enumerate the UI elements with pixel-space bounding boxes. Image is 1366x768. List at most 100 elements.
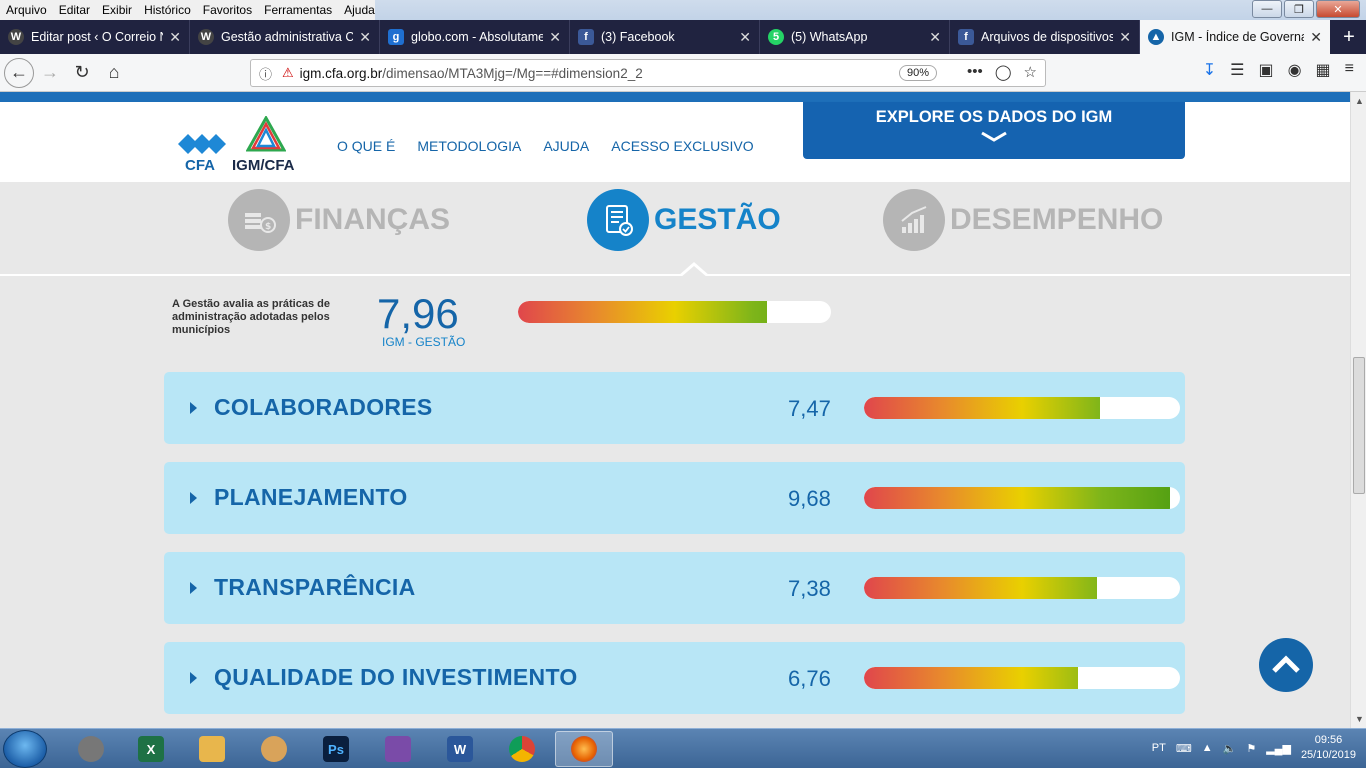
taskbar-movie-maker[interactable] (369, 731, 427, 767)
network-signal-icon[interactable]: ▂▄▆ (1266, 742, 1291, 755)
volume-icon[interactable]: 🔈 (1222, 742, 1237, 755)
home-button[interactable]: ⌂ (108, 62, 120, 82)
close-tab-icon[interactable]: ✕ (929, 28, 941, 45)
taskbar-explorer[interactable] (183, 731, 241, 767)
download-icon[interactable]: ↧ (1202, 62, 1217, 79)
close-tab-icon[interactable]: ✕ (739, 28, 751, 45)
dimension-desempenho[interactable]: DESEMPENHO (883, 189, 1163, 251)
indicator-planejamento[interactable]: PLANEJAMENTO 9,68 (164, 462, 1185, 534)
indicator-name: PLANEJAMENTO (214, 484, 408, 510)
back-to-top-button[interactable] (1259, 638, 1313, 692)
dimension-label: FINANÇAS (295, 203, 450, 236)
taskbar-word[interactable]: W (431, 731, 489, 767)
taskbar: X Ps W PT ⌨ ▲ 🔈 ⚑ ▂▄▆ 09:56 25/10/2019 (0, 728, 1366, 768)
scrollbar-thumb[interactable] (1353, 357, 1365, 494)
menu-favoritos[interactable]: Favoritos (202, 3, 253, 17)
close-tab-icon[interactable]: ✕ (1119, 28, 1131, 45)
taskbar-chrome[interactable] (493, 731, 551, 767)
tab-editar-post[interactable]: W Editar post ‹ O Correio N ✕ (0, 20, 190, 54)
scroll-up-icon[interactable]: ▲ (1355, 96, 1364, 106)
indicator-bar-fill (864, 487, 1170, 509)
insecure-lock-icon[interactable]: ⚠ (282, 65, 294, 80)
menu-ajuda[interactable]: Ajuda (344, 3, 375, 17)
tab-globo[interactable]: g globo.com - Absolutame ✕ (380, 20, 570, 54)
sidebar-icon[interactable]: ▣ (1258, 62, 1274, 79)
info-icon[interactable]: ⓘ (259, 66, 273, 82)
reload-button[interactable]: ↻ (74, 62, 90, 82)
restore-icon[interactable]: ❐ (1284, 0, 1314, 18)
tab-facebook[interactable]: f (3) Facebook ✕ (570, 20, 760, 54)
language-indicator[interactable]: PT (1151, 742, 1166, 754)
igm-logo-text[interactable]: IGM/CFA (232, 157, 295, 174)
tab-whatsapp[interactable]: 5 (5) WhatsApp ✕ (760, 20, 950, 54)
igm-gestao-score: 7,96 (377, 290, 459, 337)
pocket-icon[interactable]: ◯ (994, 64, 1012, 81)
taskbar-paint[interactable] (245, 731, 303, 767)
tab-gestao-administrativa[interactable]: W Gestão administrativa Cl ✕ (190, 20, 380, 54)
indicator-transparencia[interactable]: TRANSPARÊNCIA 7,38 (164, 552, 1185, 624)
url-bar[interactable]: ⓘ ⚠ igm.cfa.org.br/dimensao/MTA3Mjg=/Mg=… (250, 59, 1046, 87)
cfa-logo-icon[interactable] (178, 130, 226, 174)
cfa-logo-text[interactable]: CFA (185, 157, 215, 174)
nav-ajuda[interactable]: AJUDA (543, 138, 590, 154)
url-path: /dimensao/MTA3Mjg=/Mg==#dimension2_2 (382, 65, 643, 81)
menu-editar[interactable]: Editar (58, 3, 91, 17)
site-nav: O QUE É METODOLOGIA AJUDA ACESSO EXCLUSI… (337, 138, 754, 154)
explore-data-button[interactable]: EXPLORE OS DADOS DO IGM (803, 102, 1185, 159)
nav-o-que-e[interactable]: O QUE É (337, 138, 396, 154)
igm-logo-icon[interactable] (246, 116, 286, 152)
scroll-down-icon[interactable]: ▼ (1355, 714, 1364, 724)
menu-ferramentas[interactable]: Ferramentas (264, 3, 333, 17)
tab-label: IGM - Índice de Governa (1171, 30, 1305, 44)
menu-exibir[interactable]: Exibir (102, 3, 133, 17)
tab-arquivos[interactable]: f Arquivos de dispositivos ✕ (950, 20, 1140, 54)
nav-metodologia[interactable]: METODOLOGIA (417, 138, 522, 154)
forward-button[interactable]: → (41, 62, 59, 82)
extensions-icon[interactable]: ▦ (1315, 62, 1331, 79)
minimize-icon[interactable]: — (1252, 0, 1282, 18)
indicator-score: 9,68 (788, 486, 831, 511)
back-button[interactable]: ← (4, 57, 34, 88)
igm-gestao-bar-fill (518, 301, 768, 323)
library-icon[interactable]: ☰ (1230, 62, 1245, 79)
bookmark-star-icon[interactable]: ☆ (1023, 64, 1037, 81)
close-tab-icon[interactable]: ✕ (169, 28, 181, 45)
dimension-gestao[interactable]: GESTÃO (587, 189, 781, 251)
tab-igm[interactable]: ▲ IGM - Índice de Governa ✕ (1140, 20, 1330, 54)
nav-acesso-exclusivo[interactable]: ACESSO EXCLUSIVO (611, 138, 754, 154)
expand-arrow-icon (190, 672, 197, 684)
wordpress-icon: W (8, 29, 24, 45)
tab-bar: W Editar post ‹ O Correio N ✕ W Gestão a… (0, 20, 1366, 54)
zoom-indicator[interactable]: 90% (898, 65, 937, 81)
account-icon[interactable]: ◉ (1287, 62, 1302, 79)
close-tab-icon[interactable]: ✕ (549, 28, 561, 45)
indicator-bar (864, 667, 1180, 689)
taskbar-photoshop[interactable]: Ps (307, 731, 365, 767)
start-button[interactable] (3, 730, 47, 768)
taskbar-chrome-remote[interactable] (62, 731, 120, 767)
close-tab-icon[interactable]: ✕ (359, 28, 371, 45)
indicator-colaboradores[interactable]: COLABORADORES 7,47 (164, 372, 1185, 444)
dimension-financas[interactable]: $ FINANÇAS (228, 189, 450, 251)
menu-historico[interactable]: Histórico (144, 3, 191, 17)
expand-arrow-icon (190, 582, 197, 594)
whatsapp-icon: 5 (768, 29, 784, 45)
indicator-score: 7,38 (788, 576, 831, 601)
indicator-name: QUALIDADE DO INVESTIMENTO (214, 664, 578, 690)
clock[interactable]: 09:56 25/10/2019 (1301, 733, 1356, 763)
close-tab-icon[interactable]: ✕ (1310, 28, 1322, 45)
menu-arquivo[interactable]: Arquivo (6, 3, 47, 17)
page-actions-button[interactable]: ••• (966, 63, 983, 80)
taskbar-firefox[interactable] (555, 731, 613, 767)
hamburger-menu-icon[interactable]: ≡ (1344, 60, 1354, 77)
close-window-icon[interactable]: ✕ (1316, 0, 1360, 18)
tab-label: Gestão administrativa Cl (221, 30, 354, 44)
new-tab-button[interactable]: + (1343, 25, 1355, 48)
show-hidden-icons[interactable]: ▲ (1201, 742, 1213, 754)
taskbar-excel[interactable]: X (122, 731, 180, 767)
indicator-qualidade-investimento[interactable]: QUALIDADE DO INVESTIMENTO 6,76 (164, 642, 1185, 714)
indicator-bar-fill (864, 577, 1098, 599)
keyboard-icon[interactable]: ⌨ (1175, 742, 1192, 755)
vertical-scrollbar[interactable]: ▲ ▼ (1350, 92, 1366, 728)
action-center-flag-icon[interactable]: ⚑ (1246, 742, 1257, 755)
